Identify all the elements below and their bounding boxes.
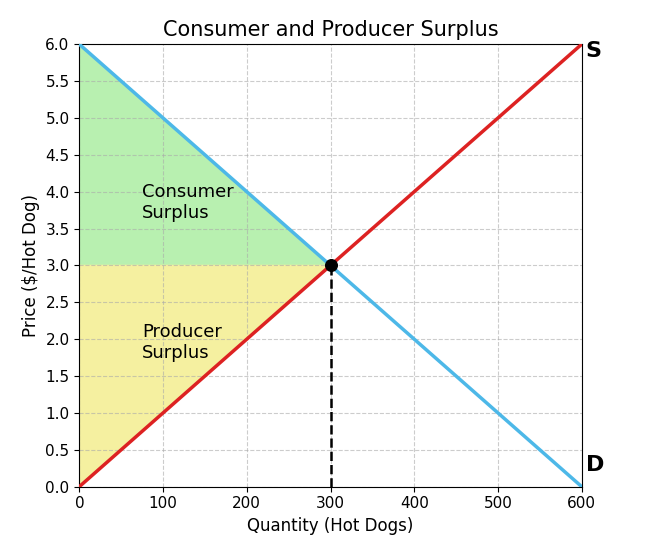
Text: D: D	[586, 455, 604, 474]
Title: Consumer and Producer Surplus: Consumer and Producer Surplus	[163, 20, 498, 40]
Polygon shape	[79, 265, 330, 487]
Y-axis label: Price ($/Hot Dog): Price ($/Hot Dog)	[22, 194, 40, 337]
Polygon shape	[79, 44, 330, 265]
Text: Consumer
Surplus: Consumer Surplus	[142, 184, 234, 222]
Point	[325, 261, 336, 270]
Text: S: S	[586, 40, 602, 60]
X-axis label: Quantity (Hot Dogs): Quantity (Hot Dogs)	[247, 517, 414, 535]
Text: Producer
Surplus: Producer Surplus	[142, 324, 222, 362]
